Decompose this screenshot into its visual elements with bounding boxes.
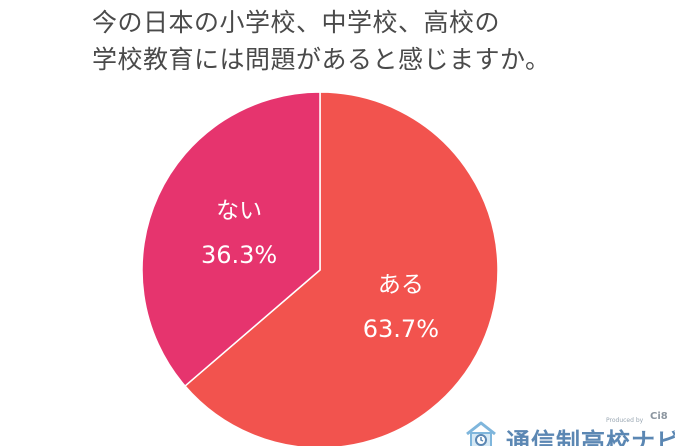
slice-value-label-1: 63.7% [363, 315, 439, 343]
company-mark: Ci8 [650, 411, 668, 422]
chart-title-line-1: 今の日本の小学校、中学校、高校の [92, 8, 501, 37]
house-icon [466, 421, 496, 446]
slice-category-label-1: ある [378, 272, 424, 298]
brand-name: 通信制高校ナビ [506, 428, 675, 446]
brand-logo[interactable]: Produced by Ci8 通信制高校ナビ [462, 408, 675, 446]
chart-title: 今の日本の小学校、中学校、高校の 学校教育には問題があると感じますか。 [92, 4, 551, 78]
produced-by-text: Produced by [606, 417, 644, 424]
chart-title-line-2: 学校教育には問題があると感じますか。 [92, 45, 551, 74]
pie-slice-1 [183, 91, 499, 446]
slice-category-label-2: ない [216, 198, 262, 224]
pie-slice-2 [141, 91, 321, 388]
slice-value-label-2: 36.3% [201, 241, 277, 269]
